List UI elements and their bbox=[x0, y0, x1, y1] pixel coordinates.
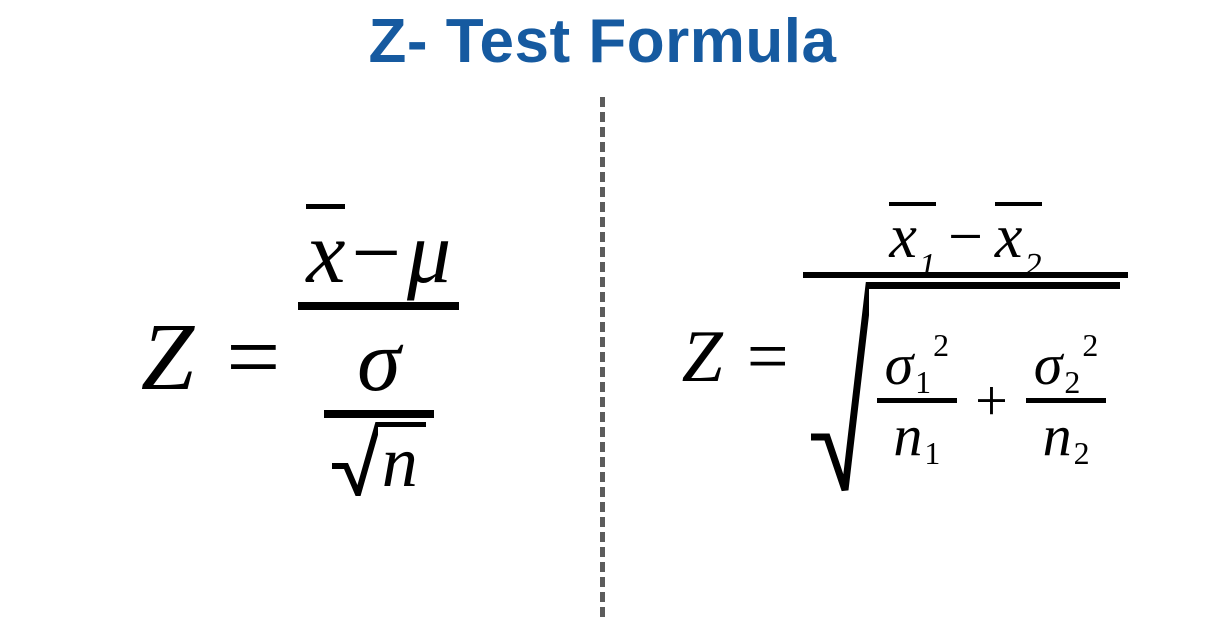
sub-2: 2 bbox=[1064, 367, 1080, 399]
one-sample-column: Z = x − μ σ bbox=[0, 97, 600, 617]
sigma1-sq: σ12 bbox=[877, 332, 958, 398]
n: n bbox=[382, 426, 418, 498]
sub-1: 1 bbox=[915, 367, 931, 399]
denominator: σ n bbox=[316, 310, 442, 508]
sigma: σ bbox=[349, 314, 408, 410]
sigma2-sq: σ22 bbox=[1026, 332, 1107, 398]
inner-fraction: σ n bbox=[324, 314, 434, 504]
n-symbol: n bbox=[1043, 407, 1072, 465]
main-fraction: x1 − x2 bbox=[803, 202, 1129, 512]
sqrt-large: σ12 n1 + bbox=[811, 282, 1121, 508]
page-title: Z- Test Formula bbox=[0, 6, 1205, 77]
sigma-symbol: σ bbox=[1034, 336, 1063, 394]
sqrt: n bbox=[332, 422, 426, 500]
sub-2: 2 bbox=[1024, 247, 1041, 284]
one-sample-equation: Z = x − μ σ bbox=[141, 206, 459, 508]
formula-columns: Z = x − μ σ bbox=[0, 97, 1205, 617]
term2-fraction: σ22 n2 bbox=[1026, 332, 1107, 469]
symbol-Z: Z bbox=[141, 309, 194, 405]
minus-sign: − bbox=[351, 210, 401, 298]
sub-2: 2 bbox=[1074, 438, 1090, 470]
mu: μ bbox=[407, 210, 451, 298]
x1: x bbox=[889, 203, 917, 271]
x-bar: x bbox=[306, 210, 345, 298]
radicand: σ12 n1 + bbox=[869, 282, 1121, 508]
x1-bar: x1 bbox=[889, 206, 936, 268]
radical-icon bbox=[332, 422, 378, 496]
x2: x bbox=[995, 203, 1023, 271]
sup-2: 2 bbox=[1082, 330, 1098, 362]
n1: n1 bbox=[885, 403, 948, 469]
equals-sign: = bbox=[747, 320, 789, 394]
n-symbol: n bbox=[893, 407, 922, 465]
radicand-n: n bbox=[378, 422, 426, 500]
minus-sign: − bbox=[948, 206, 983, 268]
denominator: σ12 n1 + bbox=[803, 278, 1129, 512]
x2-bar: x2 bbox=[995, 206, 1042, 268]
sqrt-n: n bbox=[324, 418, 434, 504]
equals-sign: = bbox=[226, 309, 280, 405]
fraction-bar bbox=[298, 302, 459, 310]
two-sample-equation: Z = x1 − x2 bbox=[682, 202, 1129, 512]
two-sample-column: Z = x1 − x2 bbox=[605, 97, 1205, 617]
sub-1: 1 bbox=[924, 438, 940, 470]
n2: n2 bbox=[1035, 403, 1098, 469]
inner-fraction-bar bbox=[324, 410, 434, 418]
sup-2: 2 bbox=[933, 330, 949, 362]
main-fraction: x − μ σ bbox=[298, 206, 459, 508]
sigma-symbol: σ bbox=[357, 318, 400, 406]
symbol-Z: Z bbox=[682, 320, 723, 394]
sub-1: 1 bbox=[919, 247, 936, 284]
radical-icon bbox=[811, 282, 869, 492]
numerator: x − μ bbox=[298, 206, 459, 302]
term1-fraction: σ12 n1 bbox=[877, 332, 958, 469]
numerator: x1 − x2 bbox=[881, 202, 1049, 272]
plus-sign: + bbox=[975, 372, 1008, 430]
page: Z- Test Formula Z = x − μ σ bbox=[0, 0, 1205, 631]
sigma-symbol: σ bbox=[885, 336, 914, 394]
